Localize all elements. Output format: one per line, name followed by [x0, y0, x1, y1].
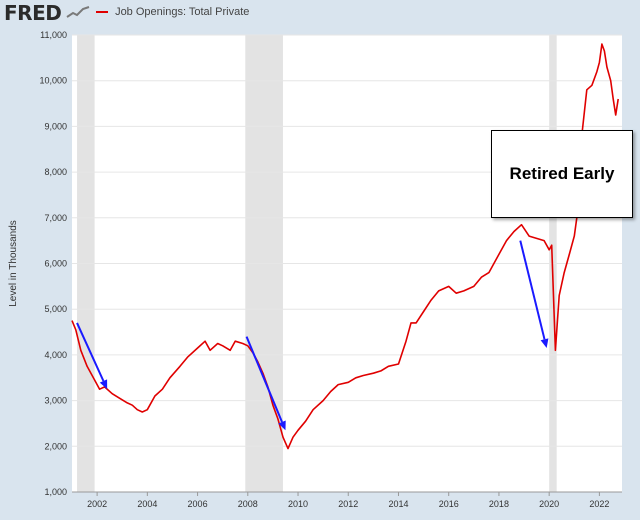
y-tick-label: 3,000	[44, 396, 67, 406]
y-tick-label: 4,000	[44, 350, 67, 360]
y-tick-label: 9,000	[44, 121, 67, 131]
annotation-arrow	[519, 240, 549, 349]
y-tick-label: 1,000	[44, 487, 67, 497]
annotation-arrow	[245, 336, 286, 431]
y-tick-label: 11,000	[40, 30, 67, 40]
fred-logo-sparkline-icon	[66, 6, 90, 18]
y-tick-label: 8,000	[44, 167, 67, 177]
annotation-text: Retired Early	[509, 164, 615, 183]
x-tick-label: 2020	[539, 499, 559, 509]
y-tick-label: 2,000	[44, 441, 67, 451]
x-tick-label: 2016	[439, 499, 459, 509]
series-layer	[71, 43, 619, 450]
x-axis-ticks: 2002 2004 2006 2008 2010 2012 2014 2016 2018 2020…	[72, 491, 622, 509]
x-tick-label: 2008	[238, 499, 258, 509]
legend: Job Openings: Total Private	[96, 6, 249, 18]
chart-header: FRED Job Openings: Total Private	[0, 0, 640, 28]
x-tick-label: 2004	[137, 499, 157, 509]
fred-logo: FRED	[4, 1, 62, 25]
legend-label: Job Openings: Total Private	[115, 6, 250, 18]
x-tick-label: 2012	[338, 499, 358, 509]
x-tick-label: 2014	[388, 499, 408, 509]
y-axis-label: Level in Thousands	[8, 220, 19, 307]
legend-swatch	[96, 11, 108, 14]
y-tick-label: 5,000	[44, 304, 67, 314]
x-tick-label: 2022	[589, 499, 609, 509]
annotation-arrows	[76, 240, 549, 431]
x-tick-label: 2018	[489, 499, 509, 509]
series-line	[71, 43, 619, 450]
x-tick-label: 2010	[288, 499, 308, 509]
x-tick-label: 2006	[188, 499, 208, 509]
annotation-box: Retired Early	[491, 130, 633, 218]
annotation-arrow	[76, 322, 108, 390]
y-tick-label: 7,000	[44, 213, 67, 223]
x-tick-label: 2002	[87, 499, 107, 509]
y-tick-label: 10,000	[39, 76, 67, 86]
y-axis-ticks: 1,000 2,000 3,000 4,000 5,000 6,000 7,000 8,000…	[39, 30, 67, 497]
y-tick-label: 6,000	[44, 259, 67, 269]
